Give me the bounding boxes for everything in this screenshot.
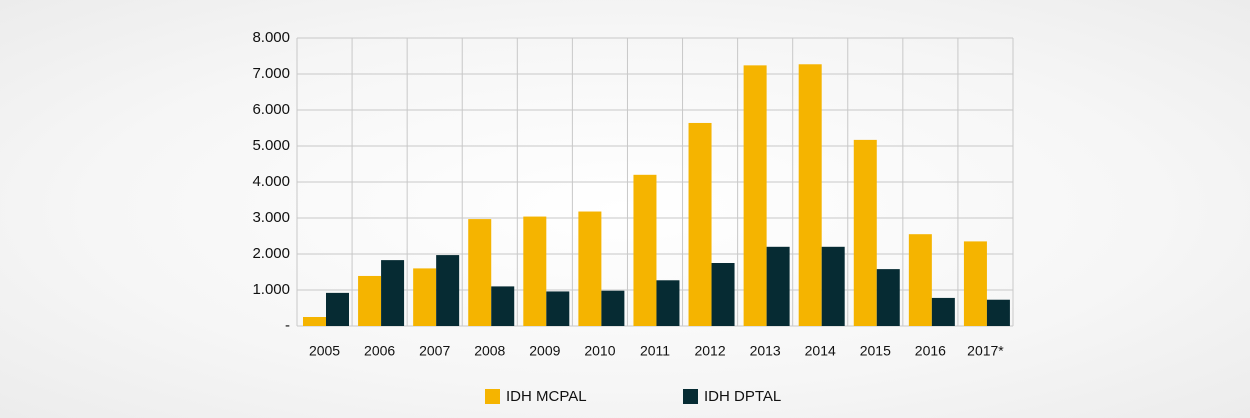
bar <box>413 268 437 326</box>
bar <box>633 174 657 326</box>
bar <box>491 286 515 326</box>
bar <box>931 297 955 326</box>
bar <box>743 65 767 327</box>
bar <box>523 216 547 326</box>
x-tick-label: 2015 <box>860 343 891 359</box>
x-tick-label: 2010 <box>584 343 615 359</box>
x-tick-label: 2005 <box>309 343 340 359</box>
x-tick-label: 2011 <box>640 343 670 359</box>
y-tick-label: 1.000 <box>252 281 290 298</box>
bar <box>986 299 1010 326</box>
bar <box>303 317 326 326</box>
bar <box>963 241 987 326</box>
bar <box>656 280 680 326</box>
legend-label: IDH MCPAL <box>506 388 587 405</box>
x-tick-label: 2006 <box>364 343 395 359</box>
bar <box>766 246 790 326</box>
y-tick-label: 5.000 <box>252 137 290 154</box>
bar <box>711 263 735 326</box>
x-tick-label: 2017* <box>967 343 1004 359</box>
x-tick-label: 2007 <box>419 343 450 359</box>
bar <box>688 122 712 327</box>
bar <box>798 64 822 326</box>
bar <box>908 234 932 326</box>
x-tick-label: 2008 <box>474 343 505 359</box>
bar <box>601 290 625 326</box>
y-tick-label: 2.000 <box>252 245 290 262</box>
legend-swatch <box>485 389 500 404</box>
x-tick-label: 2014 <box>805 343 836 359</box>
bar <box>876 269 900 326</box>
x-tick-label: 2012 <box>694 343 725 359</box>
x-tick-label: 2013 <box>750 343 781 359</box>
x-tick-label: 2016 <box>915 343 946 359</box>
y-tick-label: 8.000 <box>252 29 290 46</box>
bar <box>853 139 877 326</box>
y-tick-label: - <box>285 317 290 334</box>
bar <box>326 292 349 326</box>
bar <box>578 211 602 326</box>
legend-swatch <box>683 389 698 404</box>
bar <box>546 291 570 326</box>
y-tick-label: 7.000 <box>252 65 290 82</box>
y-tick-label: 6.000 <box>252 101 290 118</box>
y-tick-label: 4.000 <box>252 173 290 190</box>
x-tick-label: 2009 <box>529 343 560 359</box>
y-tick-label: 3.000 <box>252 209 290 226</box>
bar <box>358 275 382 326</box>
legend-label: IDH DPTAL <box>704 388 781 405</box>
bar <box>436 255 460 326</box>
bar <box>468 219 492 326</box>
bar <box>821 246 845 326</box>
bar <box>381 260 405 326</box>
